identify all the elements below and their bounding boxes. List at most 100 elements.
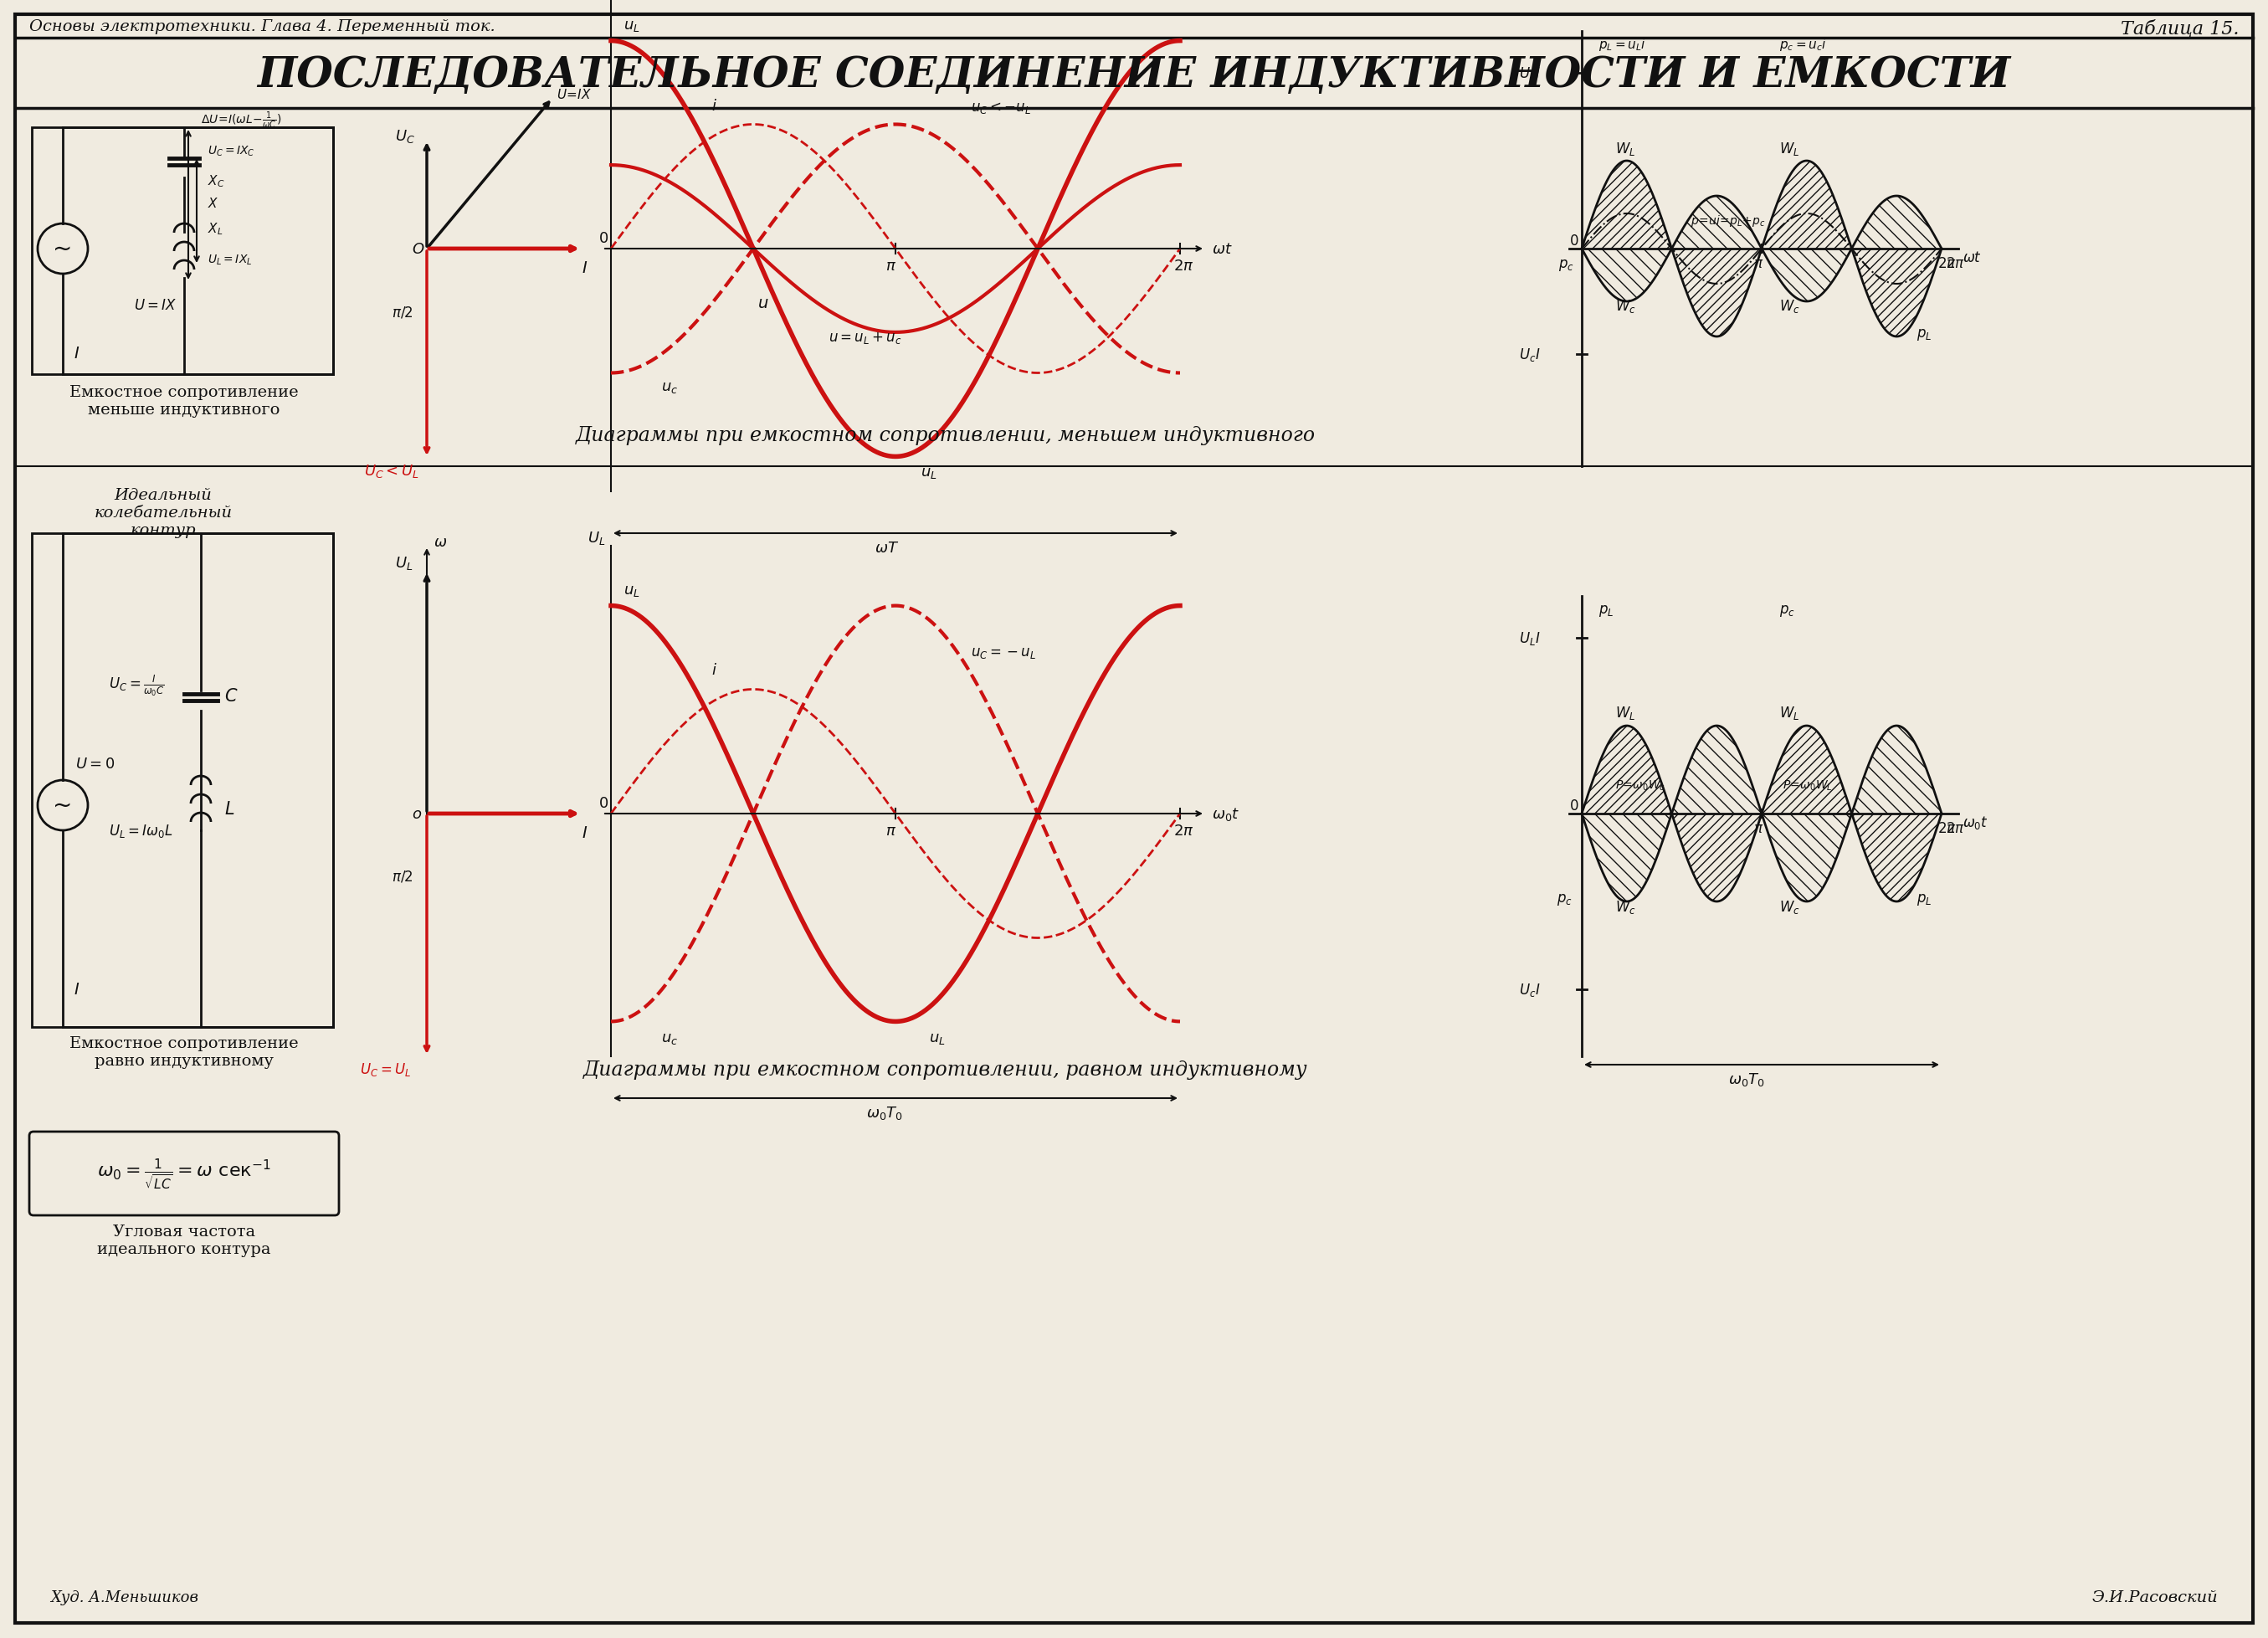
Text: $U_L = I\omega_0 L$: $U_L = I\omega_0 L$ (109, 822, 172, 839)
Text: $X_C$: $X_C$ (209, 174, 225, 188)
Text: ПОСЛЕДОВАТЕЛЬНОЕ СОЕДИНЕНИЕ ИНДУКТИВНОСТИ И ЕМКОСТИ: ПОСЛЕДОВАТЕЛЬНОЕ СОЕДИНЕНИЕ ИНДУКТИВНОСТ… (256, 54, 2012, 95)
Text: $\omega t$: $\omega t$ (1962, 251, 1982, 265)
Text: $u$: $u$ (758, 295, 769, 311)
Text: $u_L$: $u_L$ (930, 1030, 946, 1045)
Text: $U_L = IX_L$: $U_L = IX_L$ (209, 254, 252, 267)
Text: $P\!=\!\omega_0 W_L$: $P\!=\!\omega_0 W_L$ (1783, 778, 1833, 793)
Text: $W_L$: $W_L$ (1615, 141, 1635, 157)
Text: $U_L I$: $U_L I$ (1520, 66, 1540, 82)
Text: $\pi$: $\pi$ (885, 259, 896, 274)
Text: $O$: $O$ (413, 242, 424, 257)
Text: $I$: $I$ (73, 346, 79, 362)
Text: $p_L$: $p_L$ (1599, 603, 1615, 618)
Text: $2\pi$: $2\pi$ (1937, 821, 1957, 835)
Text: Угловая частота
идеального контура: Угловая частота идеального контура (98, 1224, 270, 1256)
Text: $u_L$: $u_L$ (624, 583, 640, 598)
Text: $p_c$: $p_c$ (1558, 257, 1574, 272)
Text: $u_C = -u_L$: $u_C = -u_L$ (971, 645, 1036, 660)
Text: Основы электротехники. Глава 4. Переменный ток.: Основы электротехники. Глава 4. Переменн… (29, 20, 494, 34)
Text: $I$: $I$ (581, 826, 587, 840)
Text: $\omega$: $\omega$ (433, 534, 447, 550)
Text: $W_c$: $W_c$ (1615, 898, 1635, 914)
Text: $U = 0$: $U = 0$ (75, 757, 116, 771)
Text: $\pi$: $\pi$ (1753, 821, 1765, 835)
Text: $2\pi$: $2\pi$ (1937, 256, 1957, 270)
Text: $u_c$: $u_c$ (662, 1030, 678, 1045)
FancyBboxPatch shape (29, 1132, 338, 1215)
Text: $2\pi$: $2\pi$ (1946, 821, 1964, 835)
Text: $u_C < -u_L$: $u_C < -u_L$ (971, 100, 1032, 115)
Text: $p_c$: $p_c$ (1780, 603, 1796, 618)
Text: $U\!=\!IX$: $U\!=\!IX$ (556, 88, 592, 102)
Text: $U_C$: $U_C$ (395, 128, 415, 144)
Text: $u_L$: $u_L$ (921, 465, 937, 480)
Text: $U_C < U_L$: $U_C < U_L$ (365, 462, 420, 480)
Text: $W_L$: $W_L$ (1780, 141, 1801, 157)
Text: Э.И.Расовский: Э.И.Расовский (2091, 1589, 2218, 1605)
Text: $I$: $I$ (581, 260, 587, 277)
Text: Таблица 15.: Таблица 15. (2121, 20, 2239, 38)
Text: $\omega_0 = \frac{1}{\sqrt{LC}} = \omega\ \text{сек}^{-1}$: $\omega_0 = \frac{1}{\sqrt{LC}} = \omega… (98, 1156, 272, 1191)
Text: $W_c$: $W_c$ (1780, 298, 1801, 314)
Text: $\omega_0 T_0$: $\omega_0 T_0$ (866, 1104, 903, 1120)
Text: $2\pi$: $2\pi$ (1946, 256, 1964, 270)
Text: $I$: $I$ (73, 981, 79, 998)
Bar (32, 128, 333, 375)
Text: $\pi/2$: $\pi/2$ (392, 870, 413, 885)
Text: $\omega t$: $\omega t$ (1211, 242, 1232, 257)
Text: $U_L I$: $U_L I$ (1520, 631, 1540, 647)
Text: $C$: $C$ (225, 688, 238, 704)
Bar (32, 534, 333, 1027)
Text: $W_L$: $W_L$ (1780, 704, 1801, 722)
Text: $0$: $0$ (599, 796, 608, 811)
Text: Диаграммы при емкостном сопротивлении, равном индуктивному: Диаграммы при емкостном сопротивлении, р… (583, 1060, 1309, 1079)
Text: $U_C = \frac{I}{\omega_0 C}$: $U_C = \frac{I}{\omega_0 C}$ (109, 673, 166, 698)
Text: $p_L = u_L i$: $p_L = u_L i$ (1599, 36, 1647, 52)
Text: $\pi$: $\pi$ (885, 824, 896, 839)
Text: $p_L$: $p_L$ (1916, 328, 1932, 342)
Text: $u = u_L + u_c$: $u = u_L + u_c$ (828, 331, 903, 346)
Text: $o$: $o$ (413, 806, 422, 822)
Text: $i$: $i$ (712, 98, 717, 113)
Text: $p_L$: $p_L$ (1916, 891, 1932, 907)
Text: $0$: $0$ (599, 231, 608, 246)
Text: Идеальный
колебательный
контур: Идеальный колебательный контур (95, 488, 231, 537)
Text: $W_c$: $W_c$ (1615, 298, 1635, 314)
Text: $U_L$: $U_L$ (395, 555, 413, 572)
Text: $X$: $X$ (209, 197, 218, 210)
Text: $U_c I$: $U_c I$ (1520, 346, 1540, 364)
Text: $p\!=\!ui\!=\!p_L\!+\!p_c$: $p\!=\!ui\!=\!p_L\!+\!p_c$ (1690, 213, 1767, 228)
Text: $0$: $0$ (1569, 233, 1579, 249)
Text: $W_L$: $W_L$ (1615, 704, 1635, 722)
Text: $2\pi$: $2\pi$ (1173, 259, 1193, 274)
Text: $U_C = IX_C$: $U_C = IX_C$ (209, 144, 254, 159)
Text: $2\pi$: $2\pi$ (1173, 824, 1193, 839)
Text: $U_C = U_L$: $U_C = U_L$ (361, 1061, 411, 1078)
Text: $U = IX$: $U = IX$ (134, 298, 177, 313)
Text: $P\!=\!\omega_0 W_c$: $P\!=\!\omega_0 W_c$ (1615, 778, 1665, 793)
Text: $\omega_0 t$: $\omega_0 t$ (1962, 814, 1989, 830)
Text: $p_c$: $p_c$ (1556, 891, 1572, 907)
Text: $L$: $L$ (225, 801, 234, 817)
Text: Емкостное сопротивление
меньше индуктивного: Емкостное сопротивление меньше индуктивн… (70, 385, 299, 418)
Text: ~: ~ (52, 238, 73, 260)
Text: $W_c$: $W_c$ (1780, 898, 1801, 914)
Text: $i$: $i$ (712, 663, 717, 678)
Text: $0$: $0$ (1569, 798, 1579, 812)
Text: $\pi/2$: $\pi/2$ (392, 305, 413, 319)
Text: Худ. А.Меньшиков: Худ. А.Меньшиков (50, 1589, 197, 1605)
Text: Емкостное сопротивление
равно индуктивному: Емкостное сопротивление равно индуктивно… (70, 1035, 299, 1068)
Text: $u_c$: $u_c$ (662, 380, 678, 395)
Text: $u_L$: $u_L$ (624, 18, 640, 33)
Text: Диаграммы при емкостном сопротивлении, меньшем индуктивного: Диаграммы при емкостном сопротивлении, м… (576, 426, 1315, 444)
Text: $\omega T$: $\omega T$ (875, 541, 898, 555)
Text: $\omega_0 T_0$: $\omega_0 T_0$ (1728, 1071, 1765, 1088)
Text: ~: ~ (52, 794, 73, 817)
Text: $U_c I$: $U_c I$ (1520, 981, 1540, 998)
Text: $\pi$: $\pi$ (1753, 256, 1765, 270)
Text: $\Delta U\!=\!I(\omega L\!-\!\frac{1}{\omega C})$: $\Delta U\!=\!I(\omega L\!-\!\frac{1}{\o… (202, 110, 281, 131)
Text: $\omega_0 t$: $\omega_0 t$ (1211, 806, 1241, 822)
Text: $X_L$: $X_L$ (209, 221, 222, 236)
Text: $U_L$: $U_L$ (587, 529, 606, 547)
Text: $p_c = u_c i$: $p_c = u_c i$ (1780, 36, 1828, 52)
